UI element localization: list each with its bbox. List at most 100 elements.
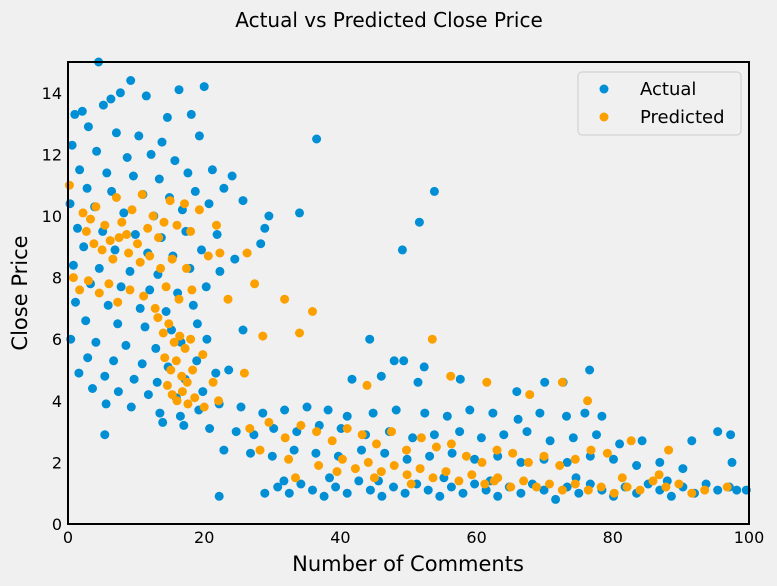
data-point	[726, 430, 736, 440]
data-point	[615, 439, 625, 449]
data-point	[296, 479, 306, 489]
x-axis-label: Number of Comments	[292, 552, 524, 576]
data-point	[236, 402, 246, 412]
data-point	[622, 482, 632, 492]
data-point	[212, 220, 221, 230]
data-point	[655, 457, 665, 467]
data-point	[570, 454, 580, 464]
data-point	[637, 436, 647, 446]
data-point	[126, 76, 136, 85]
y-tick-label: 6	[52, 330, 62, 349]
data-point	[102, 168, 112, 178]
data-point	[158, 328, 168, 338]
data-point	[617, 473, 627, 483]
data-point	[215, 266, 225, 276]
data-point	[219, 445, 229, 455]
chart-title: Actual vs Predicted Close Price	[235, 8, 543, 32]
data-point	[94, 288, 104, 298]
data-point	[540, 377, 550, 387]
data-point	[331, 482, 341, 492]
data-point	[204, 199, 214, 209]
data-point	[562, 457, 572, 467]
data-point	[117, 217, 127, 227]
data-point	[125, 285, 135, 295]
data-point	[429, 430, 439, 440]
x-tick-label: 100	[734, 528, 765, 547]
data-point	[260, 223, 270, 233]
data-point	[188, 300, 198, 310]
data-point	[365, 334, 375, 344]
data-point	[211, 368, 221, 378]
x-tick-label: 0	[63, 528, 73, 547]
data-point	[314, 461, 324, 470]
data-point	[442, 411, 452, 421]
data-point	[177, 371, 187, 381]
data-point	[516, 457, 526, 467]
data-point	[420, 408, 430, 418]
data-point	[592, 430, 601, 440]
data-point	[152, 377, 162, 387]
data-point	[562, 411, 571, 421]
data-point	[308, 307, 317, 316]
data-point	[413, 377, 423, 387]
data-point	[162, 380, 172, 390]
data-point	[223, 294, 233, 304]
data-point	[111, 193, 121, 202]
y-axis-label: Close Price	[8, 235, 32, 350]
data-point	[139, 291, 149, 301]
axis-ticks: 0 20 40 60 80 100 0 2 4 6 8 10 12 14	[42, 84, 765, 547]
data-point	[127, 205, 137, 215]
data-point	[94, 263, 104, 273]
data-point	[557, 377, 567, 387]
x-tick-label: 60	[466, 528, 486, 547]
data-point	[71, 297, 80, 307]
data-point	[342, 411, 352, 421]
data-point	[357, 430, 367, 440]
data-point	[119, 208, 129, 218]
data-point	[425, 451, 435, 461]
data-point	[369, 473, 379, 483]
data-point	[545, 436, 555, 446]
data-point	[100, 430, 110, 440]
data-point	[732, 485, 742, 495]
data-point	[82, 183, 92, 193]
data-point	[337, 454, 347, 464]
data-point	[86, 214, 95, 224]
data-point	[585, 365, 595, 375]
data-point	[146, 149, 156, 159]
data-point	[713, 485, 723, 495]
data-point	[175, 331, 185, 341]
data-point	[91, 337, 101, 347]
series-actual	[65, 57, 751, 504]
data-point	[354, 476, 364, 486]
data-point	[215, 248, 225, 258]
data-point	[89, 239, 99, 249]
data-point	[83, 122, 93, 132]
data-point	[539, 451, 549, 461]
series-predicted	[64, 180, 732, 498]
data-point	[557, 485, 567, 495]
data-point	[150, 303, 160, 313]
data-point	[389, 356, 399, 366]
data-point	[470, 454, 480, 464]
data-point	[488, 408, 498, 418]
data-point	[205, 424, 215, 433]
data-point	[202, 334, 212, 344]
data-point	[666, 491, 676, 501]
data-point	[77, 106, 87, 116]
data-point	[493, 491, 503, 501]
data-point	[302, 402, 312, 412]
data-point	[227, 171, 237, 181]
data-point	[121, 340, 131, 350]
legend-box	[577, 71, 742, 136]
data-point	[700, 485, 710, 495]
data-point	[280, 433, 290, 443]
data-point	[295, 208, 304, 218]
data-point	[83, 276, 93, 286]
data-point	[362, 380, 372, 390]
data-point	[164, 319, 174, 329]
data-point	[447, 448, 457, 458]
data-point	[198, 350, 208, 360]
data-point	[81, 316, 91, 326]
data-point	[129, 374, 139, 384]
